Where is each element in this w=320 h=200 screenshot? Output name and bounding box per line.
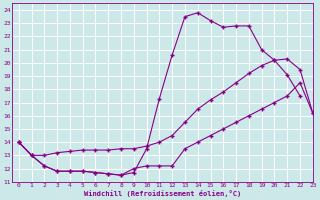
X-axis label: Windchill (Refroidissement éolien,°C): Windchill (Refroidissement éolien,°C) (84, 190, 241, 197)
